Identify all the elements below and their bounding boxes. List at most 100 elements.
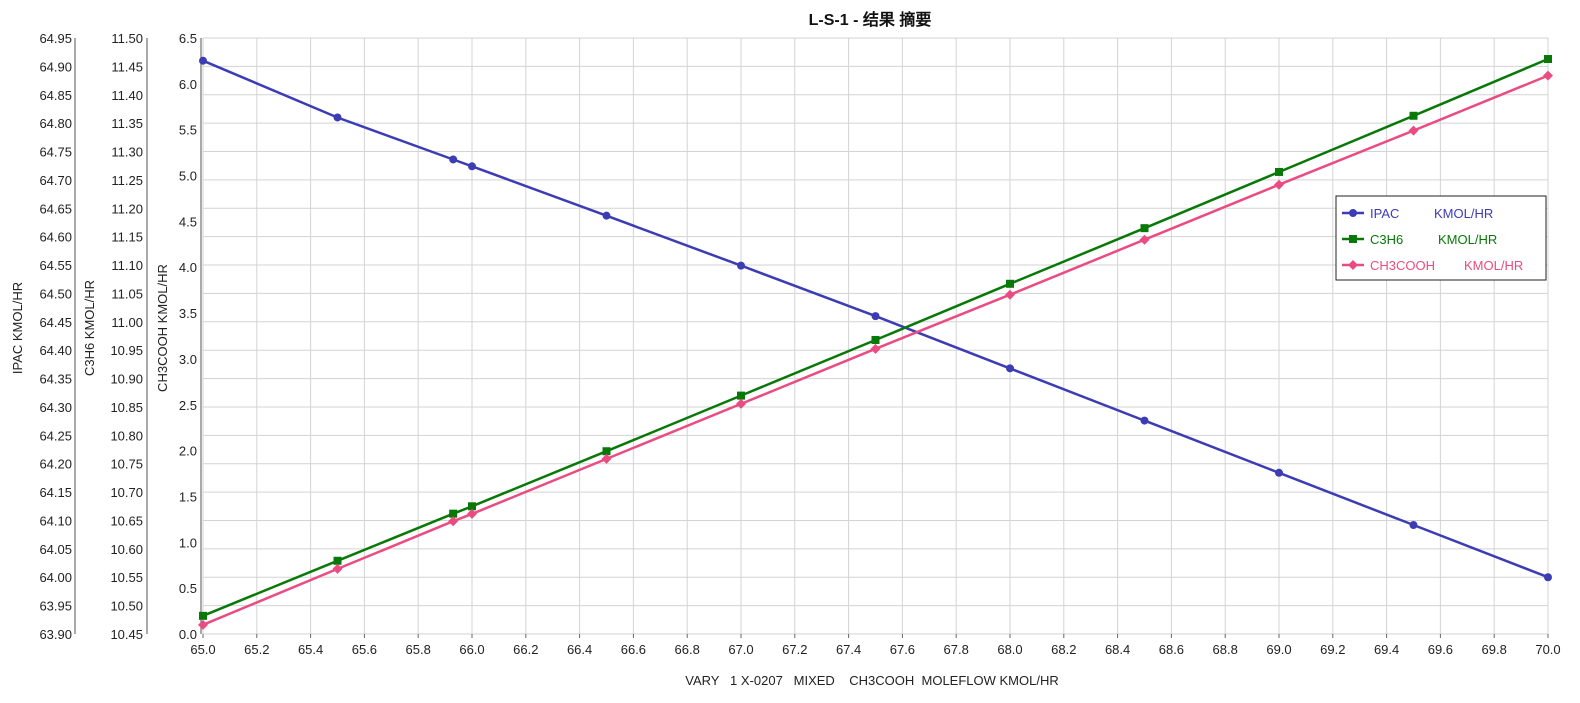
x-tick-label: 68.8 xyxy=(1213,642,1238,657)
y-tick-label: 10.75 xyxy=(110,457,143,472)
x-tick-label: 66.8 xyxy=(675,642,700,657)
data-point xyxy=(1005,289,1015,300)
legend-series-unit: KMOL/HR xyxy=(1434,206,1493,221)
legend-series-name: CH3COOH xyxy=(1370,258,1435,273)
y-tick-label: 64.15 xyxy=(39,485,72,500)
x-tick-label: 69.8 xyxy=(1482,642,1507,657)
y-tick-label: 1.0 xyxy=(179,535,197,550)
data-point xyxy=(1275,167,1283,176)
y-tick-label: 11.25 xyxy=(111,173,143,188)
y-tick-label: 11.20 xyxy=(111,201,143,216)
y-tick-label: 64.10 xyxy=(39,513,72,528)
data-point xyxy=(1274,179,1284,190)
y-tick-label: 11.45 xyxy=(111,59,143,74)
y-tick-label: 11.35 xyxy=(111,116,143,131)
x-tick-label: 65.2 xyxy=(244,642,269,657)
data-point xyxy=(1139,234,1150,245)
data-point xyxy=(1140,224,1149,233)
y-tick-label: 10.55 xyxy=(110,570,143,585)
y-tick-label: 11.50 xyxy=(111,31,143,46)
y-axis-title: C3H6 KMOL/HR xyxy=(82,280,97,376)
data-point xyxy=(333,556,342,565)
y-tick-label: 64.55 xyxy=(39,258,72,273)
x-axis-title: VARY 1 X-0207 MIXED CH3COOH MOLEFLOW KMO… xyxy=(685,673,1058,688)
data-point xyxy=(737,391,745,400)
legend-series-unit: KMOL/HR xyxy=(1438,232,1497,247)
x-tick-label: 65.0 xyxy=(190,642,215,657)
y-tick-label: 10.50 xyxy=(110,599,143,614)
series-c3h6 xyxy=(199,55,1552,620)
data-point xyxy=(1409,521,1418,530)
y-tick-label: 10.65 xyxy=(110,513,143,528)
y-tick-label: 4.5 xyxy=(179,214,197,229)
data-point xyxy=(601,453,612,464)
legend-item-c3h6[interactable]: C3H6 KMOL/HR xyxy=(1342,232,1497,247)
x-tick-label: 66.4 xyxy=(567,642,592,657)
data-point xyxy=(871,312,880,321)
y-tick-label: 11.10 xyxy=(111,258,143,273)
y-tick-label: 5.0 xyxy=(179,169,197,184)
data-point xyxy=(333,113,342,122)
x-tick-label: 69.2 xyxy=(1320,642,1345,657)
data-point xyxy=(736,398,746,409)
x-tick-label: 68.6 xyxy=(1159,642,1184,657)
data-point xyxy=(448,516,459,527)
y-tick-label: 11.00 xyxy=(111,315,143,330)
y-tick-label: 10.60 xyxy=(110,542,143,557)
y-tick-label: 64.90 xyxy=(39,59,72,74)
data-point xyxy=(737,261,745,270)
y-axis-title: CH3COOH KMOL/HR xyxy=(155,264,170,392)
y-tick-label: 63.90 xyxy=(39,627,72,642)
data-point xyxy=(199,56,207,65)
x-tick-label: 66.6 xyxy=(621,642,646,657)
y-tick-label: 64.65 xyxy=(39,201,72,216)
series-line xyxy=(202,59,1549,579)
x-tick-label: 65.6 xyxy=(352,642,377,657)
x-tick-label: 66.2 xyxy=(513,642,538,657)
y-tick-label: 2.5 xyxy=(179,398,197,413)
data-point xyxy=(602,447,611,456)
series-ch3cooh xyxy=(198,70,1553,630)
data-point xyxy=(1349,209,1357,217)
legend-item-ipac[interactable]: IPAC KMOL/HR xyxy=(1342,206,1493,221)
y-tick-label: 10.70 xyxy=(110,485,143,500)
y-tick-label: 64.75 xyxy=(39,145,72,160)
y-tick-label: 63.95 xyxy=(39,599,72,614)
data-point xyxy=(449,155,458,164)
data-point xyxy=(199,611,207,620)
data-point xyxy=(449,509,458,518)
y-tick-label: 64.95 xyxy=(39,31,72,46)
x-tick-label: 67.6 xyxy=(890,642,915,657)
series-line xyxy=(202,57,1549,617)
y-tick-label: 64.80 xyxy=(39,116,72,131)
y-tick-label: 64.35 xyxy=(39,372,72,387)
data-point xyxy=(332,563,343,574)
x-tick-label: 69.0 xyxy=(1266,642,1291,657)
y-tick-label: 3.0 xyxy=(179,352,197,367)
data-point xyxy=(1544,573,1552,582)
y-tick-label: 10.85 xyxy=(110,400,143,415)
y-tick-label: 64.85 xyxy=(39,88,72,103)
y-tick-label: 10.80 xyxy=(110,428,143,443)
y-tick-label: 64.40 xyxy=(39,343,72,358)
x-tick-label: 67.8 xyxy=(944,642,969,657)
y-tick-label: 64.30 xyxy=(39,400,72,415)
data-point xyxy=(1006,364,1014,373)
data-point xyxy=(602,211,611,220)
x-tick-label: 67.0 xyxy=(728,642,753,657)
legend-item-ch3cooh[interactable]: CH3COOH KMOL/HR xyxy=(1342,258,1523,273)
y-tick-label: 5.5 xyxy=(179,123,197,138)
y-tick-label: 3.5 xyxy=(179,306,197,321)
data-point xyxy=(1348,260,1358,270)
y-tick-label: 10.90 xyxy=(110,372,143,387)
chart-axes: 65.0 65.2 65.4 65.6 65.8 66.0 66.2 66.4 66.6 66.8… xyxy=(10,31,1561,657)
data-point xyxy=(198,619,208,630)
y-tick-label: 64.70 xyxy=(39,173,72,188)
data-point xyxy=(467,508,477,519)
y-tick-label: 10.95 xyxy=(110,343,143,358)
data-point xyxy=(1275,468,1283,477)
x-tick-label: 68.4 xyxy=(1105,642,1130,657)
data-point xyxy=(871,335,880,344)
